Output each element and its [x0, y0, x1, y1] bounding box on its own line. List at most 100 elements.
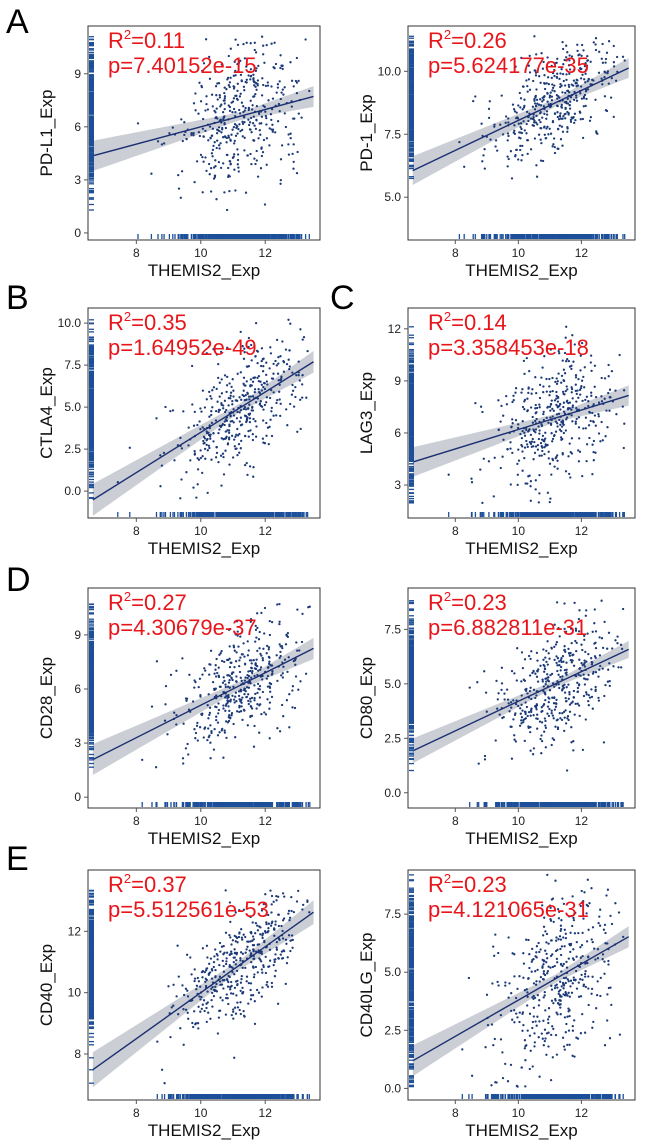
data-point [229, 394, 232, 397]
data-point [521, 153, 524, 157]
data-point [527, 119, 530, 123]
data-point [558, 418, 561, 422]
data-point [233, 139, 236, 143]
data-point [580, 67, 583, 71]
data-point [195, 160, 199, 163]
data-point [575, 392, 578, 396]
data-point [573, 112, 577, 115]
y-axis-title: PD-L1_Exp [37, 90, 56, 177]
data-point [533, 451, 537, 455]
data-point [525, 428, 528, 432]
data-point [559, 138, 563, 141]
data-point [511, 103, 515, 106]
regression-line [412, 394, 629, 463]
data-point [556, 400, 560, 403]
data-point [577, 416, 581, 419]
data-point [560, 84, 563, 87]
data-point [282, 93, 285, 96]
data-point [274, 62, 278, 66]
data-point [583, 366, 586, 369]
data-point [247, 336, 251, 340]
data-point [523, 400, 526, 403]
x-tick-label: 10 [512, 246, 526, 260]
data-point [545, 416, 548, 420]
data-point [529, 148, 533, 151]
data-point [509, 447, 512, 450]
data-point [231, 128, 234, 131]
data-point [259, 404, 263, 408]
data-point [252, 475, 255, 478]
data-point [539, 98, 542, 101]
data-point [247, 407, 250, 410]
data-point [212, 348, 215, 351]
data-point [523, 104, 526, 108]
data-point [279, 158, 283, 161]
data-point [219, 142, 222, 145]
data-point [517, 122, 520, 125]
data-point [251, 405, 254, 409]
data-point [586, 59, 590, 62]
data-point [555, 455, 558, 459]
data-point [542, 410, 545, 414]
data-point [550, 399, 553, 402]
data-point [223, 423, 226, 427]
data-point [201, 426, 204, 429]
data-point [241, 128, 244, 132]
data-point [470, 477, 473, 480]
data-point [228, 463, 231, 466]
data-point [235, 447, 238, 450]
y-axis-title: PD-1_Exp [357, 94, 376, 171]
data-point [542, 60, 545, 64]
data-point [595, 130, 598, 133]
data-point [265, 361, 268, 364]
data-point [263, 442, 267, 445]
data-point [212, 440, 215, 443]
data-point [574, 420, 577, 423]
data-point [260, 35, 264, 38]
data-point [279, 178, 282, 182]
data-point [205, 439, 208, 442]
data-point [533, 108, 537, 111]
data-point [568, 91, 571, 94]
data-point [229, 139, 232, 142]
data-point [556, 422, 559, 425]
data-point [248, 128, 252, 131]
data-point [234, 435, 237, 438]
data-point [525, 132, 528, 135]
x-tick-label: 10 [194, 524, 208, 538]
data-point [537, 501, 540, 504]
data-point [568, 54, 571, 57]
data-point [215, 146, 218, 150]
data-point [269, 352, 273, 355]
data-point [535, 411, 538, 414]
data-point [550, 95, 554, 98]
data-point [579, 369, 582, 372]
data-point [243, 405, 247, 409]
data-point [560, 438, 563, 441]
data-point [550, 432, 553, 435]
data-point [584, 81, 587, 84]
data-point [574, 422, 577, 425]
data-point [216, 128, 219, 131]
data-point [247, 435, 250, 438]
x-tick-label: 8 [133, 246, 140, 260]
data-point [594, 395, 598, 399]
data-point [555, 61, 558, 64]
data-point [191, 403, 194, 406]
data-point [292, 167, 295, 170]
data-point [207, 162, 211, 166]
data-point [603, 377, 607, 380]
data-point [223, 97, 226, 100]
data-point [199, 449, 202, 452]
data-point [252, 95, 255, 98]
data-point [305, 396, 308, 399]
data-point [246, 365, 249, 368]
data-point [254, 69, 258, 73]
data-point [600, 400, 604, 403]
data-point [218, 381, 221, 384]
data-point [194, 92, 197, 95]
data-point [561, 117, 564, 120]
data-point [232, 125, 236, 129]
data-point [218, 408, 222, 412]
data-point [604, 435, 607, 438]
